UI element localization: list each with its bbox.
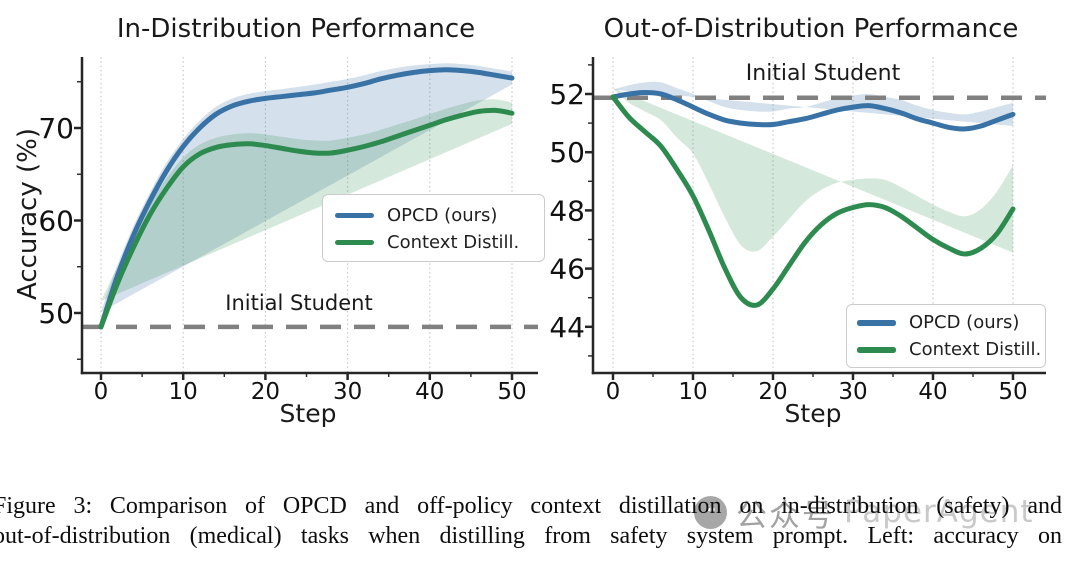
y-tick-label: 50	[38, 297, 74, 330]
y-tick-label: 60	[38, 205, 74, 238]
x-tick-label: 50	[497, 379, 526, 405]
opcd-line-swatch	[857, 320, 896, 326]
x-tick-label: 40	[918, 379, 947, 405]
caption-line-2: out-of-distribution (medical) tasks when…	[0, 523, 1062, 549]
right-chart-title: Out-of-Distribution Performance	[603, 14, 1019, 44]
legend-item-opcd: OPCD (ours)	[857, 313, 1035, 333]
x-tick-label: 40	[415, 379, 444, 405]
legend-label: OPCD (ours)	[387, 204, 498, 226]
watermark-name: PaperAgent	[844, 494, 1034, 530]
left-chart-legend: OPCD (ours) Context Distill.	[322, 194, 545, 262]
y-tick-label: 46	[549, 253, 585, 286]
series-line	[610, 90, 1016, 132]
watermark: ❝ 公众号 PaperAgent	[694, 493, 1034, 534]
legend-label: OPCD (ours)	[909, 312, 1020, 333]
caption-line-1: Figure 3: Comparison of OPCD and off-pol…	[0, 493, 1062, 519]
x-tick-label: 10	[169, 379, 198, 405]
right-chart-legend: OPCD (ours) Context Distill.	[846, 304, 1046, 368]
legend-label: Context Distill.	[387, 231, 520, 253]
chart-canvas: 0 10 20 30 40 50 50 60 70 0 10 20 30 40 50 44 46 48 50 52	[38, 57, 1046, 405]
legend-item-context-distill: Context Distill.	[335, 231, 530, 253]
left-initial-student-label: Initial Student	[225, 291, 373, 315]
y-tick-label: 44	[549, 311, 585, 344]
watermark-account-label: 公众号	[736, 497, 835, 534]
y-tick-label: 50	[549, 136, 585, 169]
figure-caption: Figure 3: Comparison of OPCD and off-pol…	[0, 491, 1062, 551]
series-line	[98, 67, 515, 330]
right-chart-x-axis-label: Step	[784, 399, 842, 428]
context-distill-line-swatch	[335, 239, 374, 246]
series-line	[98, 107, 515, 330]
context-distill-line-swatch	[857, 347, 896, 353]
y-tick-label: 48	[549, 194, 585, 227]
legend-item-context-distill: Context Distill.	[857, 340, 1041, 360]
x-tick-label: 30	[333, 379, 362, 405]
x-tick-label: 30	[838, 379, 867, 405]
left-chart-x-axis-label: Step	[279, 399, 337, 428]
left-chart-title: In-Distribution Performance	[116, 14, 476, 44]
right-initial-student-label: Initial Student	[745, 61, 901, 86]
x-tick-label: 0	[94, 379, 109, 405]
x-tick-label: 10	[678, 379, 707, 405]
left-chart-y-axis-label: Accuracy (%)	[13, 128, 43, 300]
legend-label: Context Distill.	[909, 339, 1042, 360]
x-tick-label: 20	[758, 379, 787, 405]
speech-quote-icon: ❝	[694, 495, 727, 529]
opcd-line-swatch	[335, 212, 374, 219]
x-tick-label: 50	[998, 379, 1027, 405]
y-tick-label: 52	[549, 78, 585, 111]
confidence-band	[613, 88, 1013, 253]
legend-item-opcd: OPCD (ours)	[335, 204, 530, 226]
series-line	[610, 94, 1016, 308]
y-tick-label: 70	[38, 112, 74, 145]
x-tick-label: 20	[251, 379, 280, 405]
x-tick-label: 0	[606, 379, 621, 405]
